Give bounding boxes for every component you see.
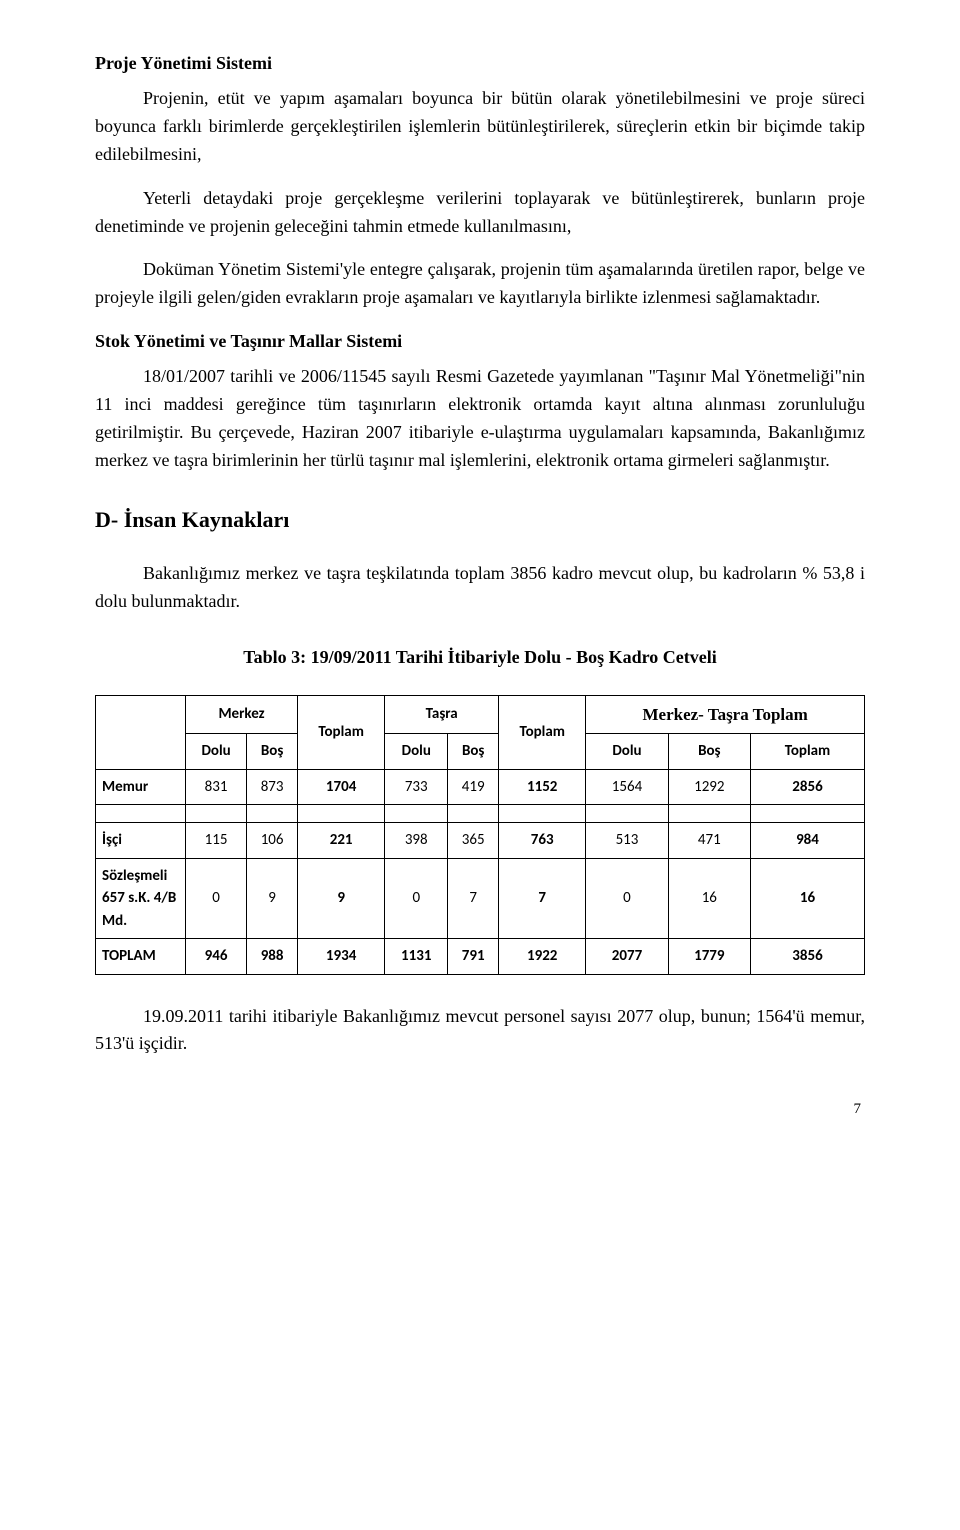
table-cell: 1704 — [298, 769, 385, 805]
table-cell: 1152 — [499, 769, 586, 805]
table-cell: 0 — [385, 858, 448, 939]
table-cell: 9 — [298, 858, 385, 939]
th-bos-2: Boş — [448, 734, 499, 770]
table-cell: 7 — [448, 858, 499, 939]
table-header-row-1: Merkez Toplam Taşra Toplam Merkez- Taşra… — [96, 695, 865, 734]
table-cell: 831 — [186, 769, 247, 805]
th-bos-3: Boş — [668, 734, 750, 770]
table-cell: 733 — [385, 769, 448, 805]
section1-para1: Projenin, etüt ve yapım aşamaları boyunc… — [95, 85, 865, 169]
table-cell: 16 — [750, 858, 864, 939]
table-cell: 763 — [499, 823, 586, 859]
table-caption: Tablo 3: 19/09/2011 Tarihi İtibariyle Do… — [95, 644, 865, 671]
th-dolu-3: Dolu — [586, 734, 668, 770]
table-row: Memur83187317047334191152156412922856 — [96, 769, 865, 805]
th-toplam-3: Toplam — [750, 734, 864, 770]
table-cell: 398 — [385, 823, 448, 859]
row-label: İşçi — [96, 823, 186, 859]
row-label: TOPLAM — [96, 939, 186, 975]
table-cell: 9 — [247, 858, 298, 939]
table-cell: 471 — [668, 823, 750, 859]
row-label: Memur — [96, 769, 186, 805]
table-cell: 1934 — [298, 939, 385, 975]
th-merkez-tasra: Merkez- Taşra Toplam — [586, 695, 865, 734]
table-spacer-row — [96, 805, 865, 823]
table-cell: 1131 — [385, 939, 448, 975]
table-cell: 988 — [247, 939, 298, 975]
th-dolu-1: Dolu — [186, 734, 247, 770]
th-toplam1: Toplam — [298, 695, 385, 769]
kadro-table: Merkez Toplam Taşra Toplam Merkez- Taşra… — [95, 695, 865, 975]
table-cell: 106 — [247, 823, 298, 859]
footer-paragraph: 19.09.2011 tarihi itibariyle Bakanlığımı… — [95, 1003, 865, 1059]
table-row: Sözleşmeli 657 s.K. 4/B Md.09907701616 — [96, 858, 865, 939]
table-cell: 2077 — [586, 939, 668, 975]
table-row: TOPLAM946988193411317911922207717793856 — [96, 939, 865, 975]
section1-para3: Doküman Yönetim Sistemi'yle entegre çalı… — [95, 256, 865, 312]
section1-heading: Proje Yönetimi Sistemi — [95, 50, 865, 77]
th-bos-1: Boş — [247, 734, 298, 770]
table-cell: 3856 — [750, 939, 864, 975]
section-d-para: Bakanlığımız merkez ve taşra teşkilatınd… — [95, 560, 865, 616]
table-cell: 1564 — [586, 769, 668, 805]
table-cell: 115 — [186, 823, 247, 859]
table-cell: 1922 — [499, 939, 586, 975]
table-cell: 419 — [448, 769, 499, 805]
table-cell: 791 — [448, 939, 499, 975]
section2-para: 18/01/2007 tarihli ve 2006/11545 sayılı … — [95, 363, 865, 475]
table-cell: 365 — [448, 823, 499, 859]
table-cell: 873 — [247, 769, 298, 805]
table-cell: 1779 — [668, 939, 750, 975]
table-cell: 946 — [186, 939, 247, 975]
table-cell: 984 — [750, 823, 864, 859]
section1-para2: Yeterli detaydaki proje gerçekleşme veri… — [95, 185, 865, 241]
table-cell: 0 — [586, 858, 668, 939]
table-cell: 0 — [186, 858, 247, 939]
section-d-heading: D- İnsan Kaynakları — [95, 503, 865, 536]
table-cell: 2856 — [750, 769, 864, 805]
section2-heading: Stok Yönetimi ve Taşınır Mallar Sistemi — [95, 328, 865, 355]
table-cell: 513 — [586, 823, 668, 859]
table-cell: 16 — [668, 858, 750, 939]
table-header-row-2: Dolu Boş Dolu Boş Dolu Boş Toplam — [96, 734, 865, 770]
th-merkez: Merkez — [186, 695, 298, 734]
th-dolu-2: Dolu — [385, 734, 448, 770]
th-tasra: Taşra — [385, 695, 499, 734]
table-cell: 221 — [298, 823, 385, 859]
table-cell: 1292 — [668, 769, 750, 805]
th-toplam2: Toplam — [499, 695, 586, 769]
table-row: İşçi115106221398365763513471984 — [96, 823, 865, 859]
page-number: 7 — [95, 1098, 865, 1121]
table-cell: 7 — [499, 858, 586, 939]
row-label: Sözleşmeli 657 s.K. 4/B Md. — [96, 858, 186, 939]
